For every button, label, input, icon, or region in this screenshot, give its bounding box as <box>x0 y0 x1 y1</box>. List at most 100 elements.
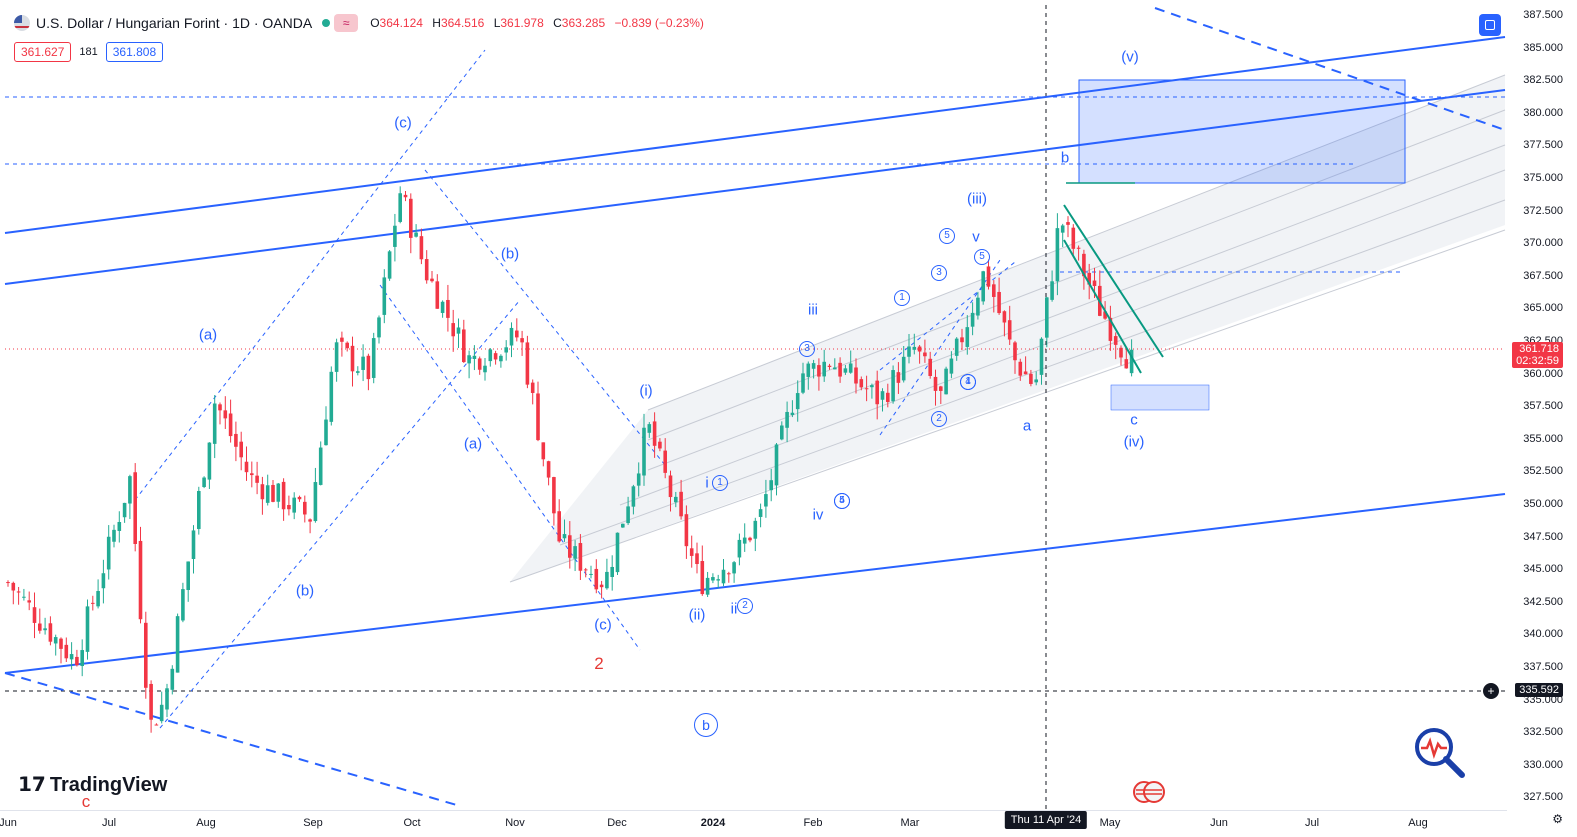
candle <box>1018 361 1023 376</box>
sell-button[interactable]: 361.627 <box>14 42 72 62</box>
candle <box>324 419 328 446</box>
candle <box>658 441 662 449</box>
settings-icon[interactable]: ⚙ <box>1552 812 1563 826</box>
quote-bar: 361.627 181 361.808 <box>14 42 164 62</box>
candle <box>403 194 408 198</box>
red-wave-label: c <box>81 792 91 811</box>
candle <box>594 568 599 590</box>
candle <box>520 338 524 343</box>
indicator-icon[interactable]: ≈ <box>334 14 359 32</box>
candle <box>265 485 270 503</box>
price-axis[interactable]: 387.500 385.000 382.500 380.000 377.500 375.0… <box>1483 0 1577 810</box>
target-zone-box <box>1078 79 1406 184</box>
candle <box>642 427 646 476</box>
candle <box>117 521 122 531</box>
candle <box>387 251 392 279</box>
wave-label: (v) <box>1121 48 1139 66</box>
candle <box>854 367 858 384</box>
time-tick: Jun <box>1210 817 1228 829</box>
candle <box>228 413 233 437</box>
wave-label: (b) <box>500 245 520 263</box>
price-chart[interactable] <box>0 0 1507 810</box>
fullscreen-icon[interactable] <box>1479 14 1501 36</box>
candle <box>451 323 455 337</box>
candle <box>334 342 339 372</box>
wave-label: i <box>705 474 709 492</box>
overlay-lines <box>1063 182 1164 374</box>
candle <box>1039 338 1044 375</box>
market-status-icon[interactable] <box>322 19 331 27</box>
support-zone-box <box>1110 384 1210 411</box>
candle <box>864 388 869 390</box>
news-flags-icon[interactable] <box>1132 780 1166 804</box>
symbol-title[interactable]: U.S. Dollar / Hungarian Forint · 1D · OA… <box>36 15 313 31</box>
candle <box>1076 247 1081 249</box>
candle <box>456 327 461 334</box>
candle <box>695 553 699 565</box>
time-tick: Jun <box>0 817 17 829</box>
candle <box>732 562 736 574</box>
price-tick: 372.500 <box>1523 204 1563 217</box>
price-tick: 342.500 <box>1523 595 1563 608</box>
tradingview-logo[interactable]: 𝟭𝟳 TradingView <box>18 774 168 796</box>
price-tick: 350.000 <box>1523 498 1563 510</box>
time-axis[interactable]: Jun Jul Aug Sep Oct Nov Dec 2024 Feb Mar May Jun Jul… <box>0 810 1507 837</box>
magnifier-icon[interactable] <box>1414 727 1468 781</box>
add-alert-icon[interactable]: + <box>1483 683 1499 699</box>
candle <box>1092 280 1097 287</box>
dashed-channel-line <box>879 259 1001 436</box>
candle <box>986 266 991 287</box>
candle <box>912 346 917 350</box>
candle <box>202 477 206 488</box>
candle <box>361 356 365 370</box>
time-tick: 2024 <box>700 817 726 829</box>
candle <box>583 569 588 571</box>
green-support-line <box>1063 239 1142 374</box>
candle <box>128 476 132 504</box>
price-tick: 385.000 <box>1523 41 1563 54</box>
candle <box>207 442 212 480</box>
candle <box>700 561 705 595</box>
candle <box>472 355 477 359</box>
candle <box>271 484 275 502</box>
candle <box>848 363 853 373</box>
candle <box>636 473 641 486</box>
green-resistance-line <box>1063 204 1164 358</box>
candle <box>589 573 593 575</box>
candle <box>811 363 816 369</box>
candle <box>1045 297 1049 338</box>
candle <box>112 529 116 542</box>
ohlc-values: O364.124 H364.516 L361.978 C363.285 −0.8… <box>370 16 704 30</box>
candle <box>1060 225 1065 233</box>
time-tick: Jul <box>1304 817 1320 829</box>
candle <box>106 536 111 570</box>
candle <box>1129 349 1134 374</box>
wave-label: (b) <box>295 582 315 600</box>
candle <box>16 591 21 593</box>
circled-wave-label: 2 <box>931 411 947 427</box>
candle <box>795 393 800 410</box>
wave-label: (a) <box>463 435 483 453</box>
channel-line <box>619 169 1506 506</box>
candle <box>69 654 74 660</box>
wave-label: (c) <box>594 616 612 634</box>
candle <box>6 582 10 584</box>
candle <box>1119 347 1123 358</box>
trend-lines <box>4 5 1506 810</box>
candle <box>742 537 747 544</box>
candle <box>239 441 243 458</box>
candle <box>806 363 811 377</box>
candle <box>181 589 185 621</box>
candle <box>80 650 84 667</box>
candle <box>907 346 911 357</box>
candle <box>1108 317 1113 341</box>
candle <box>154 724 159 726</box>
candle <box>467 355 471 364</box>
candle <box>753 520 758 539</box>
candle <box>1055 228 1060 282</box>
candle <box>652 421 657 446</box>
price-tick: 377.500 <box>1523 139 1563 152</box>
dashed-channel-line <box>134 49 486 501</box>
wave-label: b <box>1060 149 1070 167</box>
buy-button[interactable]: 361.808 <box>105 42 164 62</box>
